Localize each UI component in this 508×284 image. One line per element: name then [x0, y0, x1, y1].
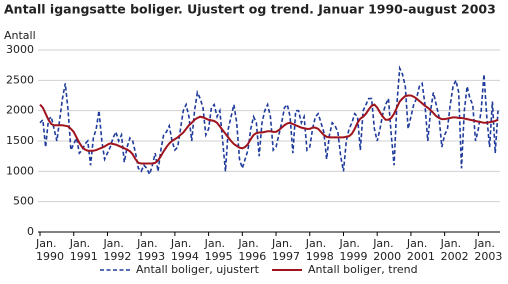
- legend-label: Antall boliger, ujustert: [136, 263, 260, 276]
- line-series: [39, 94, 499, 165]
- x-tick-label: Jan. 2002: [440, 237, 469, 263]
- x-tick-label: Jan. 2003: [473, 237, 502, 263]
- y-tick-label: 2000: [6, 104, 34, 117]
- x-tick-label: Jan. 1990: [35, 237, 64, 263]
- x-tick-label: Jan. 1993: [136, 237, 165, 263]
- x-tick-label: Jan. 1997: [271, 237, 300, 263]
- chart-title: Antall igangsatte boliger. Ujustert og t…: [4, 2, 496, 17]
- y-tick-label: 3000: [6, 43, 34, 56]
- y-tick-label: 1000: [6, 164, 34, 177]
- x-tick-label: Jan. 1995: [204, 237, 233, 263]
- line-series: [39, 65, 499, 177]
- x-tick-label: Jan. 1991: [69, 237, 98, 263]
- y-axis-label: Antall: [4, 29, 36, 42]
- x-tick-label: Jan. 1996: [237, 237, 266, 263]
- x-tick-label: Jan. 2000: [372, 237, 401, 263]
- y-tick-label: 2500: [6, 73, 34, 86]
- y-tick-label: 500: [13, 195, 34, 208]
- x-tick-label: Jan. 1994: [170, 237, 199, 263]
- x-tick-label: Jan. 1992: [102, 237, 131, 263]
- y-tick-label: 0: [27, 225, 34, 238]
- x-tick-label: Jan. 1999: [338, 237, 367, 263]
- legend-label: Antall boliger, trend: [308, 263, 418, 276]
- y-tick-label: 1500: [6, 134, 34, 147]
- x-tick-label: Jan. 2001: [406, 237, 435, 263]
- x-tick-label: Jan. 1998: [305, 237, 334, 263]
